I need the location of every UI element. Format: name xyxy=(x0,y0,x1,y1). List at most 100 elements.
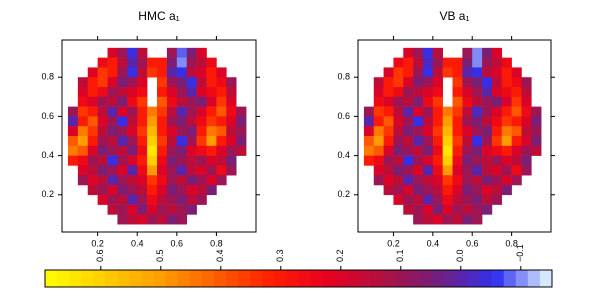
heatmap-cell xyxy=(501,175,512,186)
heatmap-cell xyxy=(393,67,404,78)
x-tick-label: 0.4 xyxy=(427,238,440,248)
heatmap-cell xyxy=(393,175,404,186)
heatmap-cell xyxy=(432,165,443,176)
heatmap-cell xyxy=(127,116,138,127)
heatmap-cell xyxy=(472,47,483,58)
heatmap-cell xyxy=(501,87,512,98)
y-tick-label: 0.2 xyxy=(337,189,350,199)
heatmap-cell xyxy=(501,184,512,196)
colorbar-step xyxy=(431,270,444,287)
heatmap-cell xyxy=(147,204,158,215)
heatmap-cell xyxy=(432,175,443,186)
heatmap-cell xyxy=(462,155,473,166)
colorbar-tick-label: 0.0 xyxy=(455,249,465,262)
heatmap-cell xyxy=(147,184,158,196)
heatmap-cell xyxy=(157,136,168,147)
colorbar-tick-label: 0.4 xyxy=(215,249,225,262)
colorbar-step xyxy=(479,270,493,287)
heatmap-cell xyxy=(413,47,424,58)
heatmap-cell xyxy=(383,184,394,196)
panel-title: VB a₁ xyxy=(439,9,469,23)
heatmap-cell xyxy=(491,87,503,98)
heatmap-cell xyxy=(442,106,453,117)
heatmap-cell xyxy=(422,126,434,137)
heatmap-cell xyxy=(413,136,424,147)
colorbar-step xyxy=(153,270,167,287)
plot-frame xyxy=(357,39,552,233)
colorbar-step xyxy=(370,270,384,287)
heatmap-cell xyxy=(452,214,463,225)
colorbar-step xyxy=(346,270,360,287)
heatmap-cell xyxy=(107,87,118,98)
heatmap-cell xyxy=(373,87,384,98)
heatmap-cell xyxy=(236,116,247,127)
heatmap-cell xyxy=(166,106,178,117)
heatmap-cell xyxy=(196,155,207,166)
colorbar-step xyxy=(177,270,191,287)
heatmap-cell xyxy=(97,184,108,196)
heatmap-cell xyxy=(501,106,512,117)
heatmap-cell xyxy=(422,204,434,215)
heatmap-cell xyxy=(462,87,473,98)
heatmap-cell xyxy=(137,136,148,147)
heatmap-cell xyxy=(472,96,483,107)
heatmap-cell xyxy=(442,184,453,196)
heatmap-cell xyxy=(452,77,463,88)
heatmap-cell xyxy=(117,126,128,137)
colorbar-step xyxy=(467,270,480,287)
heatmap-cell xyxy=(206,145,217,156)
heatmap-cell xyxy=(452,145,463,156)
heatmap-cell xyxy=(127,214,138,225)
x-tick-label: 0.2 xyxy=(387,238,400,248)
heatmap-cell xyxy=(491,165,503,176)
heatmap-cell xyxy=(403,204,414,215)
heatmap-cell xyxy=(422,87,434,98)
heatmap-cell xyxy=(442,194,453,205)
heatmap-cell xyxy=(216,67,227,78)
heatmap-cell xyxy=(491,106,503,117)
heatmap-cell xyxy=(127,96,138,107)
heatmap-cell xyxy=(462,214,473,225)
heatmap-cell xyxy=(482,106,493,117)
heatmap-cell xyxy=(403,184,414,196)
heatmap-cell xyxy=(77,165,89,176)
heatmap-cell xyxy=(216,116,227,127)
heatmap-cell xyxy=(422,155,434,166)
heatmap-cell xyxy=(127,175,138,186)
heatmap-cell xyxy=(472,116,483,127)
heatmap-cell xyxy=(422,214,434,225)
heatmap-cell xyxy=(206,96,217,107)
heatmap-cell xyxy=(413,87,424,98)
heatmap-cell xyxy=(196,175,207,186)
heatmap-cell xyxy=(413,96,424,107)
heatmap-cell xyxy=(157,87,168,98)
heatmap-cell xyxy=(521,126,532,137)
heatmap-cell xyxy=(77,77,89,88)
colorbar-step xyxy=(310,270,324,287)
heatmap-cell xyxy=(127,165,138,176)
heatmap-cell xyxy=(491,57,503,68)
y-tick-label: 0.8 xyxy=(337,72,350,82)
heatmap-cell xyxy=(157,126,168,137)
heatmap-cell xyxy=(196,106,207,117)
heatmap-cell xyxy=(422,184,434,196)
heatmap-cell xyxy=(442,116,453,127)
heatmap-cell xyxy=(501,67,512,78)
heatmap-cell xyxy=(363,136,375,147)
heatmap-cell xyxy=(462,145,473,156)
heatmap-cell xyxy=(147,194,158,205)
colorbar-step xyxy=(503,270,517,287)
heatmap-cell xyxy=(491,126,503,137)
heatmap-cell xyxy=(226,96,237,107)
heatmap-cell xyxy=(137,214,148,225)
heatmap-cell xyxy=(176,106,188,117)
heatmap-cell xyxy=(462,116,473,127)
heatmap-cell xyxy=(87,96,98,107)
heatmap-cell xyxy=(137,145,148,156)
heatmap-cell xyxy=(137,57,148,68)
heatmap-cell xyxy=(403,136,414,147)
heatmap-cell xyxy=(127,126,138,137)
heatmap-cell xyxy=(87,77,98,88)
heatmap-cell xyxy=(413,184,424,196)
heatmap-cell xyxy=(186,67,197,78)
